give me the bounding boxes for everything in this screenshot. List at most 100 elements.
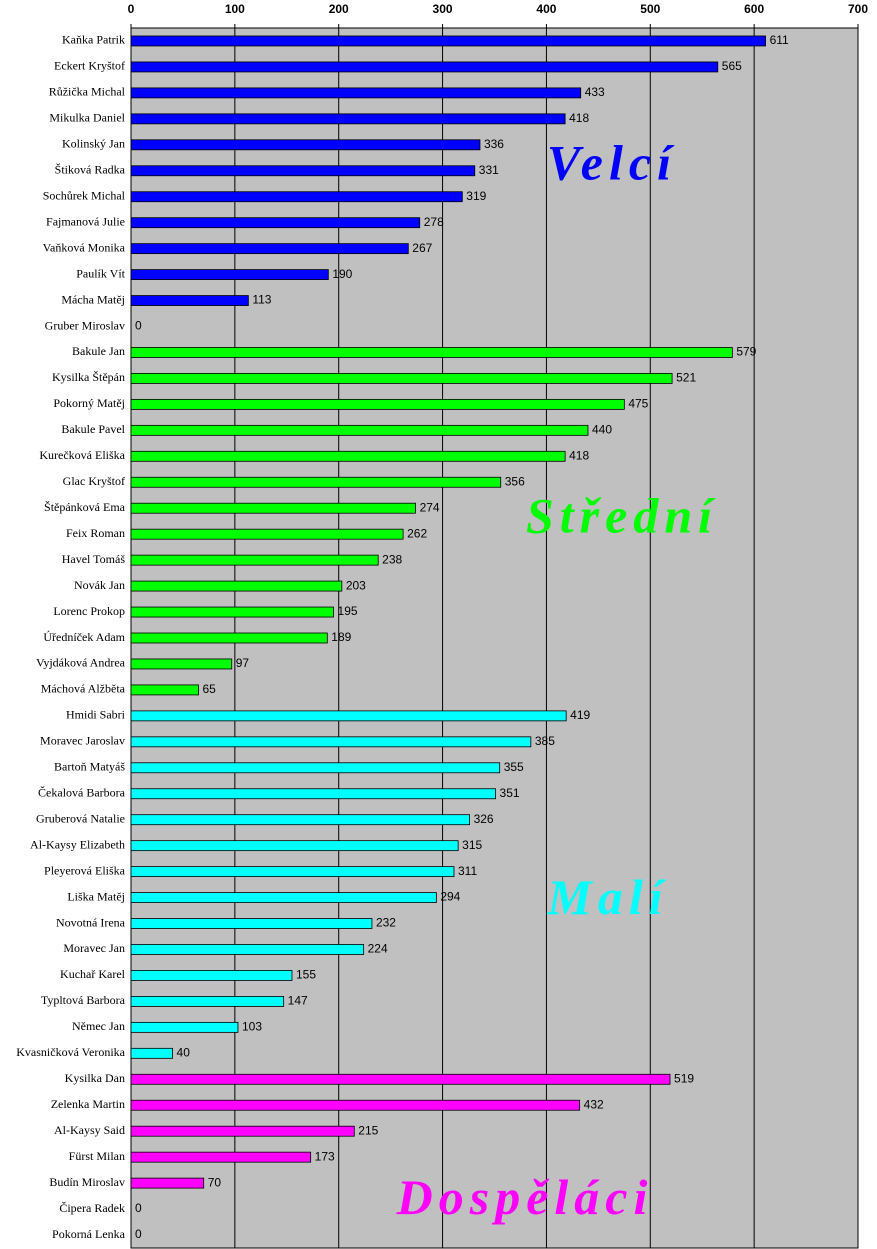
value-label: 147	[288, 994, 308, 1008]
value-label: 385	[535, 734, 555, 748]
value-label: 565	[722, 59, 742, 73]
bar	[130, 684, 199, 696]
value-label: 311	[458, 864, 477, 878]
bar	[130, 1047, 173, 1059]
bar	[130, 61, 719, 73]
value-label: 521	[676, 371, 696, 385]
value-label: 103	[242, 1020, 262, 1034]
bar	[130, 87, 582, 99]
bar	[130, 554, 379, 566]
bar	[130, 762, 501, 774]
value-label: 419	[570, 708, 590, 722]
x-tick-label: 300	[433, 2, 453, 16]
bar	[130, 373, 673, 384]
category-label: Sochůrek Michal	[43, 188, 126, 202]
value-label: 0	[135, 1201, 142, 1215]
category-label: Kuchař Karel	[60, 967, 126, 981]
category-label: Pokorná Lenka	[52, 1227, 126, 1241]
category-label: Němec Jan	[72, 1019, 125, 1033]
category-label: Čipera Radek	[59, 1201, 125, 1215]
bar	[130, 139, 481, 151]
category-label: Vyjdáková Andrea	[36, 656, 126, 670]
bar	[130, 788, 496, 800]
category-label: Štěpánková Ema	[44, 500, 126, 514]
category-label: Úředníček Adam	[43, 630, 125, 644]
bar	[130, 866, 455, 878]
category-label: Moravec Jaroslav	[40, 734, 125, 748]
category-label: Pokorný Matěj	[53, 396, 125, 410]
category-label: Typltová Barbora	[41, 993, 126, 1007]
value-label: 433	[585, 85, 605, 99]
value-label: 232	[376, 916, 396, 930]
bar	[130, 528, 404, 540]
bar	[130, 814, 470, 826]
value-label: 195	[338, 604, 358, 618]
category-label: Feix Roman	[66, 526, 125, 540]
category-label: Vaňková Monika	[43, 240, 126, 254]
category-label: Novák Jan	[74, 578, 125, 592]
category-label: Fürst Milan	[69, 1149, 125, 1163]
category-label: Mácha Matěj	[61, 292, 125, 306]
value-label: 155	[296, 968, 316, 982]
bar	[130, 840, 459, 852]
category-label: Bakule Jan	[72, 344, 125, 358]
value-label: 336	[484, 137, 504, 151]
bar	[130, 1177, 205, 1189]
bar	[130, 450, 566, 462]
bar	[130, 1125, 355, 1137]
bar	[130, 113, 566, 125]
value-label: 331	[479, 163, 499, 177]
value-label: 189	[331, 630, 351, 644]
bar	[130, 736, 532, 748]
x-tick-label: 700	[848, 2, 868, 16]
value-label: 238	[382, 552, 402, 566]
value-label: 356	[505, 474, 525, 488]
x-tick-label: 500	[640, 2, 660, 16]
category-label: Al-Kaysy Elizabeth	[30, 837, 125, 851]
value-label: 315	[462, 838, 482, 852]
category-label: Pleyerová Eliška	[44, 863, 126, 877]
category-label: Bartoň Matyáš	[54, 760, 125, 774]
value-label: 203	[346, 578, 366, 592]
group-label: Velcí	[547, 135, 677, 191]
category-label: Kurečková Eliška	[39, 448, 125, 462]
value-label: 0	[135, 1227, 142, 1241]
value-label: 418	[569, 111, 589, 125]
bar	[130, 606, 334, 618]
category-label: Havel Tomáš	[62, 552, 126, 566]
group-label: Dospěláci	[396, 1169, 654, 1225]
category-label: Kysilka Dan	[65, 1071, 125, 1085]
category-label: Čekalová Barbora	[38, 785, 126, 799]
bar	[130, 1099, 581, 1111]
category-label: Gruberová Natalie	[36, 811, 125, 825]
category-label: Kaňka Patrik	[62, 33, 125, 47]
bar	[130, 892, 437, 903]
bar	[130, 295, 249, 306]
category-label: Kolinský Jan	[62, 137, 125, 151]
value-label: 267	[412, 241, 432, 255]
category-label: Moravec Jan	[63, 941, 125, 955]
value-label: 262	[407, 526, 427, 540]
bar	[130, 1073, 671, 1085]
category-label: Eckert Kryštof	[54, 59, 125, 73]
value-label: 440	[592, 423, 612, 437]
bar	[130, 580, 343, 592]
value-label: 326	[474, 812, 494, 826]
category-label: Máchová Alžběta	[41, 682, 126, 696]
bar	[130, 970, 293, 981]
value-label: 432	[584, 1097, 604, 1111]
bar	[130, 191, 463, 203]
value-label: 113	[252, 293, 271, 307]
bar	[130, 347, 733, 358]
bar	[130, 658, 233, 670]
category-label: Paulík Vít	[76, 266, 125, 280]
category-label: Bakule Pavel	[61, 422, 125, 436]
value-label: 294	[440, 890, 460, 904]
category-label: Al-Kaysy Said	[54, 1123, 125, 1137]
value-label: 351	[500, 786, 520, 800]
value-label: 418	[569, 448, 589, 462]
bar	[130, 944, 365, 955]
x-tick-label: 200	[329, 2, 349, 16]
category-label: Novotná Irena	[56, 915, 126, 929]
